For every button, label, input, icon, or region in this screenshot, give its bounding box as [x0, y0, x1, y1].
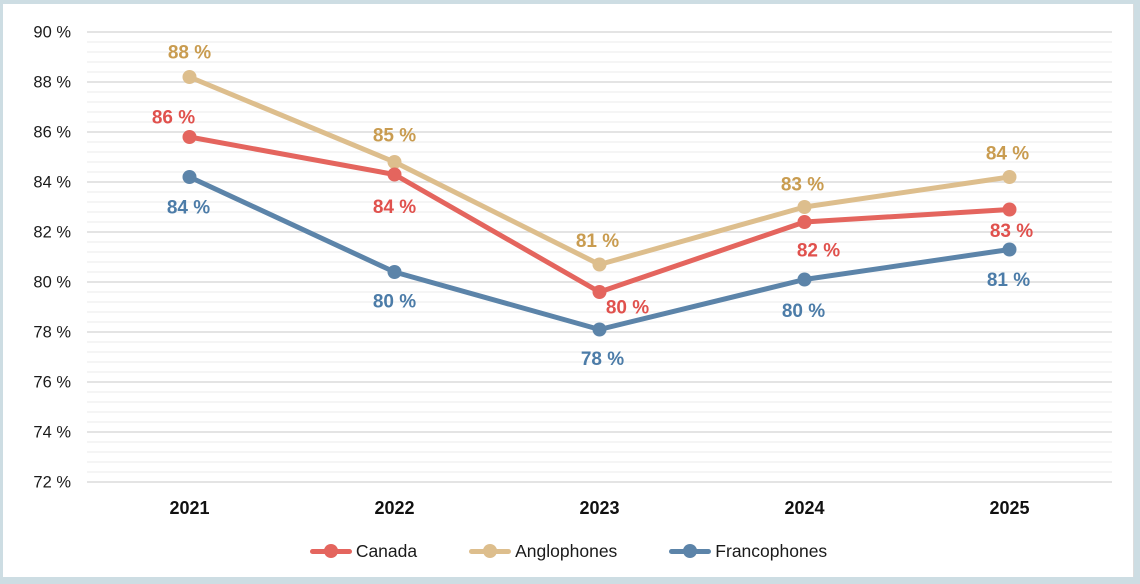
data-point-francophones-2024: [797, 272, 812, 287]
line-chart-canvas: 72 % 74 % 76 % 78 % 80 % 82 % 84 % 86 % 88 % 90 %…: [33, 24, 1112, 518]
y-axis-tick-label: 84 %: [33, 174, 71, 192]
y-axis-tick-label: 90 %: [33, 24, 71, 42]
data-point-anglophones-2025: [1002, 170, 1017, 184]
legend-marker-icon: [669, 544, 712, 558]
legend-label: Canada: [355, 540, 418, 561]
data-point-anglophones-2023: [592, 257, 607, 272]
data-point-anglophones-2021: [182, 70, 197, 84]
y-axis-tick-label: 78 %: [33, 324, 71, 342]
legend-label: Anglophones: [515, 540, 618, 561]
data-label-anglophones-2021: 88 %: [168, 43, 211, 64]
x-axis-label-2021: 2021: [169, 498, 209, 518]
x-axis-label-2022: 2022: [374, 498, 414, 518]
data-point-canada-2025: [1002, 202, 1017, 217]
x-axis-label-2025: 2025: [989, 498, 1029, 518]
x-axis-label-2024: 2024: [784, 498, 824, 518]
data-point-anglophones-2022: [387, 155, 402, 169]
data-label-francophones-2025: 81 %: [987, 270, 1030, 291]
data-label-canada-2023: 80 %: [606, 298, 649, 319]
y-axis-tick-label: 88 %: [33, 74, 71, 92]
y-axis-tick-label: 80 %: [33, 274, 71, 292]
series-line-francophones: [187, 174, 1012, 332]
y-axis-tick-label: 74 %: [33, 424, 71, 442]
data-label-francophones-2021: 84 %: [167, 198, 210, 219]
data-point-canada-2023: [592, 285, 607, 299]
chart-legend: Canada Anglophones Francophones: [3, 528, 1134, 574]
data-label-francophones-2024: 80 %: [782, 301, 825, 322]
legend-item-anglophones[interactable]: Anglophones: [469, 541, 617, 562]
x-axis-label-2023: 2023: [579, 498, 619, 518]
legend-dot-icon: [323, 544, 338, 558]
data-label-anglophones-2025: 84 %: [986, 144, 1029, 165]
data-point-francophones-2022: [387, 265, 402, 279]
data-label-canada-2024: 82 %: [797, 241, 840, 262]
data-label-canada-2025: 83 %: [990, 221, 1033, 242]
data-point-anglophones-2024: [797, 200, 812, 214]
legend-marker-icon: [309, 544, 352, 558]
data-label-anglophones-2022: 85 %: [373, 126, 416, 147]
data-label-anglophones-2024: 83 %: [781, 175, 824, 196]
data-label-anglophones-2023: 81 %: [576, 231, 619, 252]
legend-label: Francophones: [715, 540, 828, 561]
data-point-canada-2021: [182, 130, 197, 144]
data-point-canada-2024: [797, 215, 812, 229]
legend-item-francophones[interactable]: Francophones: [669, 541, 827, 562]
data-point-francophones-2023: [592, 322, 607, 337]
data-label-canada-2022: 84 %: [373, 197, 416, 218]
data-label-francophones-2022: 80 %: [373, 292, 416, 313]
legend-dot-icon: [683, 544, 698, 558]
y-axis-tick-label: 82 %: [33, 224, 71, 242]
y-axis-tick-label: 72 %: [33, 474, 71, 492]
data-label-francophones-2023: 78 %: [581, 349, 624, 370]
data-label-canada-2021: 86 %: [152, 108, 195, 129]
y-axis-tick-label: 76 %: [33, 374, 71, 392]
legend-item-canada[interactable]: Canada: [309, 540, 418, 562]
legend-marker-icon: [469, 544, 512, 558]
data-point-canada-2022: [387, 167, 402, 182]
legend-dot-icon: [483, 544, 498, 558]
data-point-francophones-2021: [182, 170, 197, 184]
data-point-francophones-2025: [1002, 242, 1017, 257]
y-axis-tick-label: 86 %: [33, 124, 71, 142]
